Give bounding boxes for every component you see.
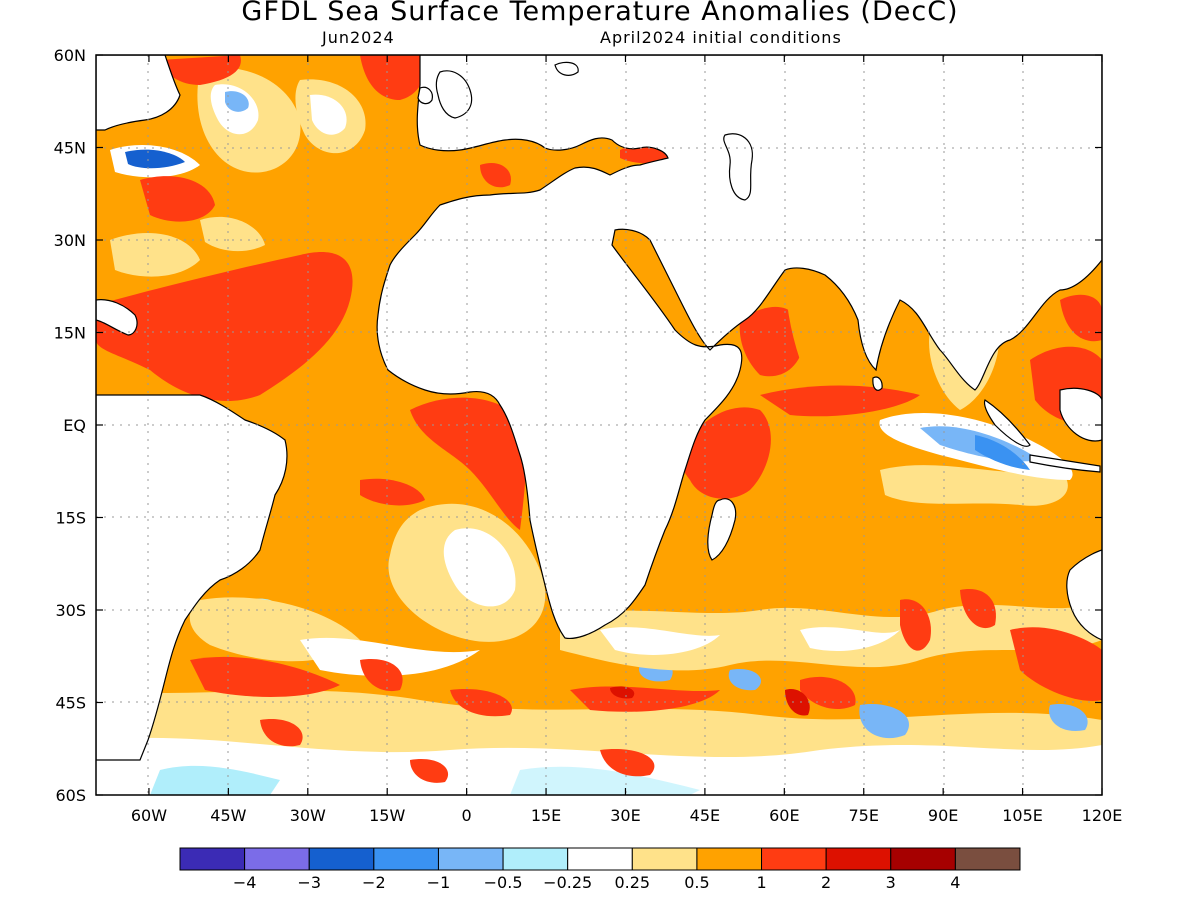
colorbar-swatch bbox=[373, 847, 439, 871]
north-america bbox=[96, 55, 181, 131]
latitude-labels: 60N 45N 30N 15N EQ 15S 30S 45S 60S bbox=[54, 46, 86, 805]
colorbar-label: 0.25 bbox=[614, 873, 650, 892]
lat-label: EQ bbox=[63, 416, 86, 435]
north-atlantic-patches bbox=[110, 67, 366, 277]
colorbar-label: 4 bbox=[950, 873, 960, 892]
colorbar bbox=[179, 847, 1021, 871]
lat-label: 30S bbox=[55, 601, 86, 620]
colorbar-label: −1 bbox=[427, 873, 451, 892]
colorbar-swatch bbox=[825, 847, 892, 871]
colorbar-label: 2 bbox=[821, 873, 831, 892]
sumatra bbox=[983, 399, 1031, 447]
colorbar-label: −3 bbox=[297, 873, 321, 892]
colorbar-swatch bbox=[244, 847, 310, 871]
lat-label: 45S bbox=[55, 694, 86, 713]
colorbar-label: −2 bbox=[362, 873, 386, 892]
lat-label: 60S bbox=[55, 786, 86, 805]
colorbar-label: −0.5 bbox=[484, 873, 523, 892]
lon-label: 15E bbox=[531, 806, 561, 825]
ireland bbox=[417, 86, 433, 105]
lon-label: 45E bbox=[690, 806, 720, 825]
initial-conditions: April2024 initial conditions bbox=[600, 28, 842, 47]
sri-lanka bbox=[872, 376, 883, 391]
colorbar-label: −4 bbox=[233, 873, 257, 892]
lat-label: 15N bbox=[54, 324, 86, 343]
lat-label: 45N bbox=[54, 139, 86, 158]
colorbar-labels: −4 −3 −2 −1 −0.5 −0.25 0.25 0.5 1 2 3 4 bbox=[233, 873, 961, 892]
lon-label: 60E bbox=[769, 806, 799, 825]
colorbar-label: −0.25 bbox=[543, 873, 592, 892]
midlat-patches bbox=[189, 307, 1102, 676]
java bbox=[1029, 454, 1101, 473]
lon-label: 60W bbox=[131, 806, 167, 825]
south-america bbox=[96, 394, 288, 761]
colorbar-swatch bbox=[696, 847, 763, 871]
lon-label: 105E bbox=[1002, 806, 1043, 825]
longitude-labels: 60W 45W 30W 15W 0 15E 30E 45E 60E 75E 90E 105E 120E bbox=[131, 806, 1122, 825]
lon-label: 90E bbox=[928, 806, 958, 825]
colorbar-swatch bbox=[954, 847, 1021, 871]
lon-label: 30E bbox=[610, 806, 640, 825]
lon-label: 30W bbox=[290, 806, 326, 825]
british-isles bbox=[435, 70, 473, 119]
axis-ticks bbox=[96, 54, 1103, 796]
lon-label: 45W bbox=[210, 806, 246, 825]
colorbar-label: 3 bbox=[886, 873, 896, 892]
forecast-month: Jun2024 bbox=[322, 28, 395, 47]
australia bbox=[1066, 549, 1102, 641]
lon-label: 120E bbox=[1082, 806, 1123, 825]
lat-label: 30N bbox=[54, 231, 86, 250]
colorbar-swatch bbox=[179, 847, 246, 871]
colorbar-swatch bbox=[308, 847, 375, 871]
colorbar-swatch bbox=[567, 847, 633, 871]
colorbar-label: 0.5 bbox=[684, 873, 709, 892]
caspian-sea bbox=[723, 133, 753, 201]
borneo bbox=[1059, 387, 1102, 442]
lon-label: 0 bbox=[462, 806, 472, 825]
grid-lines bbox=[96, 55, 1102, 795]
lat-label: 60N bbox=[54, 46, 86, 65]
lon-label: 75E bbox=[849, 806, 879, 825]
colorbar-label: 1 bbox=[756, 873, 766, 892]
eurasia-africa bbox=[376, 55, 1102, 640]
plot-area bbox=[96, 55, 1102, 795]
madagascar bbox=[707, 498, 737, 561]
colorbar-swatch bbox=[437, 847, 504, 871]
central-america bbox=[96, 299, 138, 336]
map-title: GFDL Sea Surface Temperature Anomalies (… bbox=[241, 0, 959, 27]
land-masses bbox=[96, 55, 1102, 761]
colorbar-swatch bbox=[502, 847, 569, 871]
lat-label: 15S bbox=[55, 509, 86, 528]
colorbar-swatch bbox=[761, 847, 827, 871]
colorbar-swatch bbox=[890, 847, 956, 871]
lon-label: 15W bbox=[369, 806, 405, 825]
colorbar-swatch bbox=[631, 847, 698, 871]
iceland bbox=[554, 61, 579, 76]
